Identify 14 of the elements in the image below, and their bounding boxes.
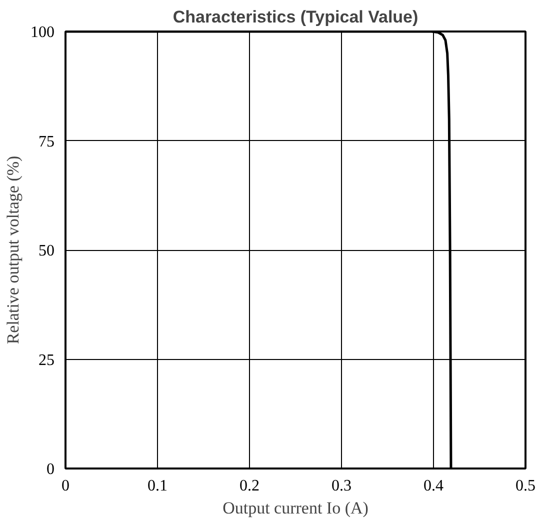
x-axis-title: Output current Io (A) xyxy=(222,498,368,518)
y-tick-label: 50 xyxy=(38,242,54,260)
x-tick-label: 0.2 xyxy=(240,478,260,494)
x-tick-label: 0.4 xyxy=(424,478,444,494)
y-tick-label: 75 xyxy=(38,133,54,150)
y-tick-label: 25 xyxy=(38,352,54,369)
y-axis-title: Relative output voltage (%) xyxy=(4,156,22,344)
chart-title: Characteristics (Typical Value) xyxy=(172,8,418,26)
x-tick-label: 0.3 xyxy=(332,478,352,494)
y-tick-label: 0 xyxy=(46,461,54,478)
x-tick-label: 0 xyxy=(62,478,70,494)
x-tick-label: 0.1 xyxy=(148,478,168,494)
x-tick-label: 0.5 xyxy=(516,478,536,494)
y-tick-label: 100 xyxy=(30,24,54,41)
